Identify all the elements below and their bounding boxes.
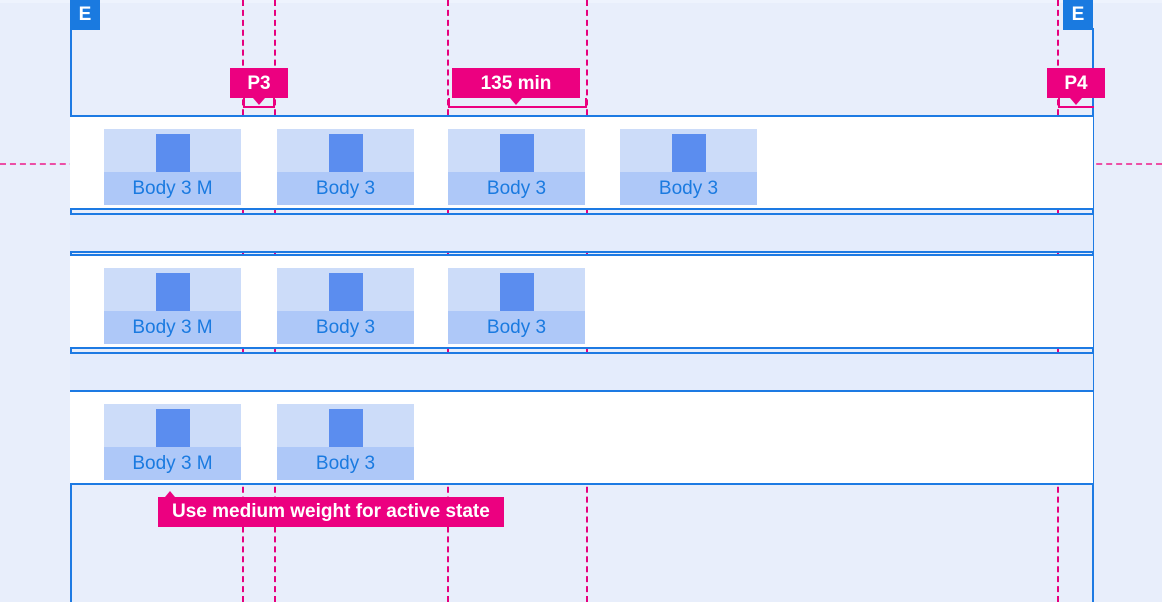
nav-row-1: Body 3 M Body 3 Body 3 Body 3 <box>70 115 1093 210</box>
padding-marker-p3: P3 <box>230 68 288 105</box>
nav-item-2-1[interactable]: Body 3 M <box>104 268 241 344</box>
pointer-triangle-icon <box>510 98 522 105</box>
nav-item-icon-box <box>277 404 414 447</box>
pointer-triangle-icon <box>1070 98 1082 105</box>
width-marker-135-min: 135 min <box>452 68 580 105</box>
nav-item-2-2[interactable]: Body 3 <box>277 268 414 344</box>
nav-item-icon-box <box>448 268 585 311</box>
nav-item-icon-box <box>620 129 757 172</box>
nav-row-3: Body 3 M Body 3 <box>70 390 1093 485</box>
square-icon <box>499 134 534 172</box>
square-icon <box>155 409 190 447</box>
measure-bracket-p4 <box>1058 98 1094 108</box>
square-icon <box>499 273 534 311</box>
square-icon <box>155 134 190 172</box>
square-icon <box>328 273 363 311</box>
square-icon <box>328 409 363 447</box>
annotation-badge: Use medium weight for active state <box>158 491 504 527</box>
nav-item-1-3[interactable]: Body 3 <box>448 129 585 205</box>
annotation-text: Use medium weight for active state <box>172 501 490 522</box>
nav-item-3-1[interactable]: Body 3 M <box>104 404 241 480</box>
nav-item-label: Body 3 <box>277 172 414 205</box>
padding-marker-p3-label: P3 <box>247 72 271 94</box>
page-top-edge <box>0 0 1162 3</box>
nav-item-icon-box <box>277 129 414 172</box>
nav-item-label: Body 3 <box>620 172 757 205</box>
measure-bracket-135-min <box>448 98 587 108</box>
nav-item-label: Body 3 <box>277 447 414 480</box>
nav-item-1-1[interactable]: Body 3 M <box>104 129 241 205</box>
nav-item-label: Body 3 <box>448 172 585 205</box>
nav-item-2-3[interactable]: Body 3 <box>448 268 585 344</box>
nav-item-label: Body 3 <box>448 311 585 344</box>
nav-item-label: Body 3 M <box>104 172 241 205</box>
nav-item-icon-box <box>104 404 241 447</box>
square-icon <box>671 134 706 172</box>
edge-marker-right: E <box>1063 0 1093 30</box>
nav-row-2: Body 3 M Body 3 Body 3 <box>70 254 1093 349</box>
width-marker-135-min-label: 135 min <box>480 72 552 94</box>
square-icon <box>155 273 190 311</box>
nav-item-label: Body 3 M <box>104 447 241 480</box>
row-gap-1 <box>70 213 1093 253</box>
padding-marker-p4: P4 <box>1047 68 1105 105</box>
nav-item-icon-box <box>104 129 241 172</box>
pointer-triangle-icon <box>253 98 265 105</box>
edge-guide-line-right <box>1092 28 1094 602</box>
nav-item-icon-box <box>277 268 414 311</box>
square-icon <box>328 134 363 172</box>
padding-marker-p4-label: P4 <box>1064 72 1088 94</box>
nav-item-icon-box <box>104 268 241 311</box>
nav-item-label: Body 3 M <box>104 311 241 344</box>
row-gap-2 <box>70 352 1093 392</box>
nav-item-1-2[interactable]: Body 3 <box>277 129 414 205</box>
measure-bracket-p3 <box>243 98 275 108</box>
nav-item-3-2[interactable]: Body 3 <box>277 404 414 480</box>
nav-item-icon-box <box>448 129 585 172</box>
edge-marker-left: E <box>70 0 100 30</box>
nav-item-label: Body 3 <box>277 311 414 344</box>
nav-item-1-4[interactable]: Body 3 <box>620 129 757 205</box>
pointer-triangle-icon <box>165 491 175 497</box>
